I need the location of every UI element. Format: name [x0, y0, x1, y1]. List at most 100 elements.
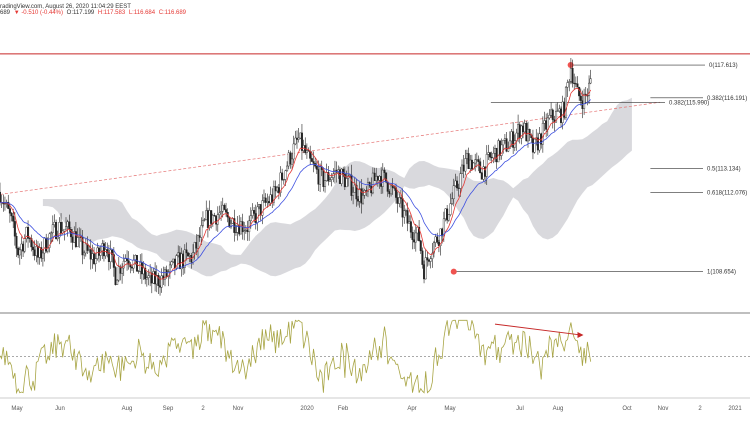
fib-level-label: 0.382(115.990) [669, 100, 709, 106]
change-arrow-icon: ▼ [13, 10, 20, 16]
candle-body [404, 210, 407, 212]
candle-body [324, 180, 327, 187]
candle-body [456, 180, 459, 189]
candle-body [256, 206, 259, 223]
oscillator-pane [0, 319, 750, 395]
time-axis-tick-label: 2 [698, 406, 702, 412]
candle-body [388, 191, 391, 195]
change-value: -0.510 (-0.44%) [21, 10, 63, 16]
candle-body [159, 285, 162, 288]
candle-body [50, 232, 53, 235]
candle-body [297, 137, 300, 140]
candle-body [170, 261, 173, 266]
candle-body [68, 221, 71, 230]
candle-body [414, 232, 417, 243]
time-axis-tick-label: Nov [658, 406, 669, 412]
candle-body [223, 204, 226, 210]
candle-body [66, 221, 69, 227]
candle-body [451, 198, 454, 204]
candle-body [234, 232, 237, 234]
candle-body [27, 227, 30, 239]
candle-body [305, 150, 308, 154]
candle-body [137, 270, 140, 272]
ticker-fragment: 689 [0, 10, 11, 16]
candle-body [467, 153, 470, 169]
candle-body [63, 228, 66, 232]
candle-body [18, 249, 21, 256]
time-axis-tick-label: 2 [201, 406, 205, 412]
candle-body [376, 176, 379, 181]
candle-body [522, 125, 525, 133]
candle-body [102, 243, 105, 257]
candle-body [253, 210, 256, 214]
candle-body [84, 243, 87, 254]
candle-body [188, 255, 191, 257]
candle-body [266, 201, 269, 203]
candle-body [446, 208, 449, 221]
candle-body [432, 242, 435, 254]
candle-body [533, 138, 536, 153]
divergence-arrow-line [494, 323, 581, 336]
candle-body [249, 215, 252, 222]
candle-body [157, 275, 160, 286]
candle-body [145, 277, 148, 280]
candle-body [411, 232, 414, 240]
candle-body [101, 243, 104, 252]
candle-body [378, 176, 381, 181]
candle-body [512, 131, 515, 148]
time-axis-tick-label: May [444, 406, 455, 412]
candle-body [160, 275, 163, 288]
candle-body [352, 192, 355, 196]
candle-body [578, 87, 581, 97]
time-axis-tick-label: Apr [407, 406, 416, 412]
candle-body [505, 138, 508, 152]
candle-body [459, 173, 462, 189]
candle-body [574, 83, 577, 85]
candle-body [489, 152, 492, 158]
candle-body [447, 214, 450, 221]
candle-body [10, 213, 13, 217]
candle-body [421, 250, 424, 265]
candle-body [45, 237, 48, 252]
close-value: C:116.689 [158, 10, 187, 16]
candle-body [261, 200, 264, 216]
candle-body [33, 249, 36, 256]
candle-body [555, 110, 558, 123]
candle-body [558, 108, 561, 112]
candle-body [510, 131, 513, 142]
candle-body [15, 236, 18, 249]
candle-body [531, 137, 534, 153]
candle-body [43, 237, 46, 254]
candle-body [416, 227, 419, 234]
candle-body [147, 275, 150, 278]
candle-body [22, 243, 25, 252]
candle-body [399, 197, 402, 199]
candle-body [244, 229, 247, 232]
candle-body [93, 253, 96, 264]
candle-body [104, 249, 107, 257]
candle-body [243, 230, 246, 233]
candle-body [177, 252, 180, 256]
slow-moving-average-line [0, 99, 591, 274]
candle-body [353, 184, 356, 193]
candle-body [282, 179, 285, 181]
candle-body [515, 132, 518, 141]
candle-body [274, 186, 277, 192]
candle-body [300, 132, 303, 151]
candle-body [527, 129, 530, 142]
candle-body [272, 186, 275, 203]
moving-averages [0, 87, 592, 281]
candle-body [469, 159, 472, 169]
candle-body [251, 210, 254, 216]
candle-body [225, 209, 228, 213]
candle-body [495, 148, 498, 163]
candle-body [475, 159, 478, 161]
candle-body [96, 247, 99, 259]
candle-body [546, 117, 549, 130]
candle-body [385, 172, 388, 183]
time-axis-tick-label: Jul [516, 406, 524, 412]
candle-body [381, 169, 384, 187]
candle-body [122, 260, 125, 269]
candle-body [409, 221, 412, 233]
